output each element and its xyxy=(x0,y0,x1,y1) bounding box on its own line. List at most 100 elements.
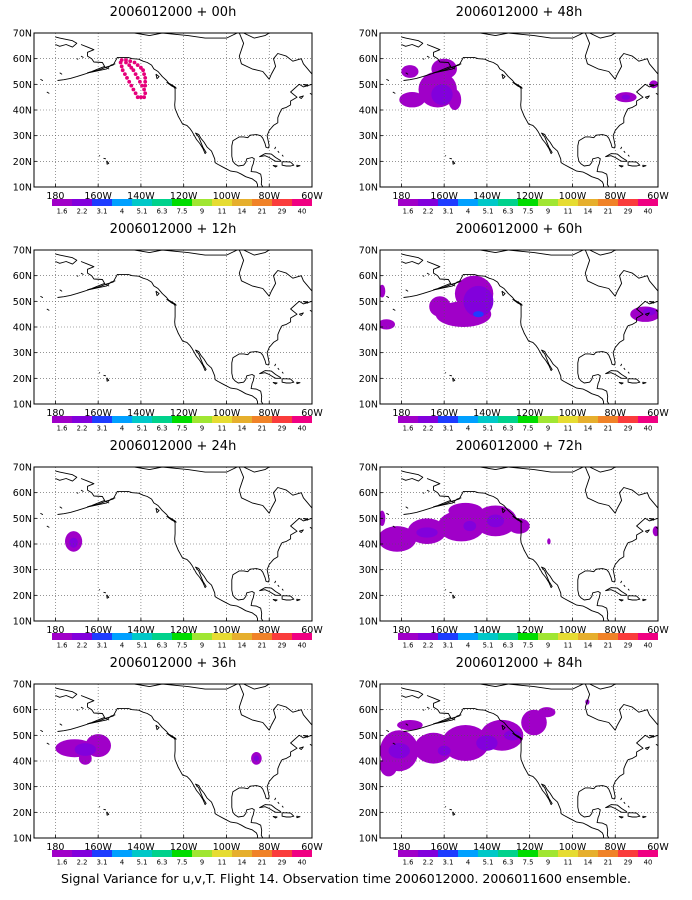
colorbar-label: 3.1 xyxy=(97,425,108,433)
colorbar-label: 21 xyxy=(604,208,613,216)
coastline xyxy=(618,164,624,168)
coastline xyxy=(392,91,396,94)
colorbar-label: 21 xyxy=(604,642,613,650)
coastline xyxy=(644,95,650,99)
coastline xyxy=(623,801,626,804)
observation-point xyxy=(142,87,147,92)
lon-tick-label: 80W xyxy=(604,191,626,202)
coastline xyxy=(166,298,177,306)
colorbar-label: 9 xyxy=(546,642,550,650)
variance-region xyxy=(473,311,484,318)
variance-region xyxy=(486,514,505,528)
colorbar-label: 11 xyxy=(564,859,573,867)
lat-tick-label: 50N xyxy=(13,297,32,308)
coastline xyxy=(405,289,409,292)
colorbar-label: 5.1 xyxy=(137,425,148,433)
coastline xyxy=(80,478,258,621)
coastline xyxy=(231,684,312,838)
colorbar-label: 29 xyxy=(624,859,633,867)
coastline xyxy=(277,367,280,370)
coastline xyxy=(648,84,655,87)
coastline xyxy=(605,804,628,813)
colorbar-segment xyxy=(558,416,578,423)
colorbar-segment xyxy=(92,199,112,206)
coastline xyxy=(155,73,160,80)
colorbar-segment xyxy=(538,633,558,640)
colorbar-label: 29 xyxy=(624,425,633,433)
lat-tick-label: 60N xyxy=(13,488,32,499)
coastline xyxy=(40,512,44,515)
lon-tick-label: 60W xyxy=(301,842,323,853)
coastline xyxy=(444,589,447,591)
coastline xyxy=(444,155,447,157)
coastline xyxy=(620,580,623,584)
variance-region xyxy=(547,538,551,545)
colorbar-segment xyxy=(558,199,578,206)
colorbar-label: 2.2 xyxy=(423,642,434,650)
observation-point xyxy=(135,63,140,67)
colorbar-label: 6.3 xyxy=(157,642,168,650)
lat-tick-label: 10N xyxy=(13,834,32,845)
coastline xyxy=(386,78,390,81)
lon-tick-label: 180 xyxy=(392,408,410,419)
lat-tick-label: 30N xyxy=(13,131,32,142)
lat-tick-label: 10N xyxy=(359,400,378,411)
coastline xyxy=(259,804,282,813)
coastline xyxy=(302,301,309,304)
coastline xyxy=(302,518,309,521)
coastline xyxy=(512,298,523,306)
panel-title: 2006012000 + 36h xyxy=(109,656,237,671)
colorbar-segment xyxy=(192,199,212,206)
coastline xyxy=(627,588,630,591)
coastline xyxy=(655,526,658,530)
panel-title: 2006012000 + 00h xyxy=(109,5,237,20)
colorbar-segment xyxy=(578,850,598,857)
variance-region xyxy=(463,285,494,317)
colorbar-segment xyxy=(418,199,438,206)
colorbar-label: 6.3 xyxy=(503,208,514,216)
colorbar-label: 3.1 xyxy=(443,208,454,216)
coastline xyxy=(660,515,673,527)
colorbar-label: 21 xyxy=(604,859,613,867)
coastline xyxy=(403,497,462,515)
colorbar-segment xyxy=(192,416,212,423)
colorbar-label: 14 xyxy=(238,208,247,216)
coastline xyxy=(106,160,110,165)
observation-point xyxy=(124,58,128,62)
coastline xyxy=(80,44,258,187)
colorbar-segment xyxy=(192,633,212,640)
coastline xyxy=(426,695,604,838)
lat-tick-label: 70N xyxy=(359,246,378,257)
coastline xyxy=(627,154,630,157)
observation-point xyxy=(143,91,148,96)
coastline xyxy=(642,815,647,819)
coastline xyxy=(623,367,626,370)
coastline xyxy=(620,797,623,801)
colorbar-segment xyxy=(232,199,252,206)
lon-tick-label: 180 xyxy=(392,191,410,202)
coastline xyxy=(449,157,453,160)
coastline xyxy=(627,805,630,808)
map-panel: 2006012000 + 48h 70N 60N 50N 40N 30N 20N 10N 180… xyxy=(346,0,692,217)
coastline xyxy=(648,301,655,304)
map-svg: 70N 60N 50N 40N 30N 20N 10N 180 160W 140W 120W 100W… xyxy=(359,680,670,867)
lat-tick-label: 30N xyxy=(13,565,32,576)
coastline xyxy=(642,598,647,602)
coastline xyxy=(76,58,79,60)
coastline xyxy=(40,295,44,298)
variance-region xyxy=(621,94,631,100)
lat-tick-label: 70N xyxy=(359,29,378,40)
coastline xyxy=(444,372,447,374)
colorbar-label: 1.6 xyxy=(403,425,414,433)
colorbar-segment xyxy=(538,850,558,857)
colorbar-segment xyxy=(192,850,212,857)
colorbar-label: 3.1 xyxy=(443,642,454,650)
colorbar-segment xyxy=(252,416,272,423)
map-svg: 70N 60N 50N 40N 30N 20N 10N 180 160W 140W 120W 100W… xyxy=(13,463,324,650)
observation-point xyxy=(138,79,142,84)
coastline xyxy=(104,283,110,287)
lon-tick-label: 60W xyxy=(301,408,323,419)
coastline xyxy=(426,489,430,492)
coastline xyxy=(623,584,626,587)
panel-title: 2006012000 + 48h xyxy=(455,5,583,20)
